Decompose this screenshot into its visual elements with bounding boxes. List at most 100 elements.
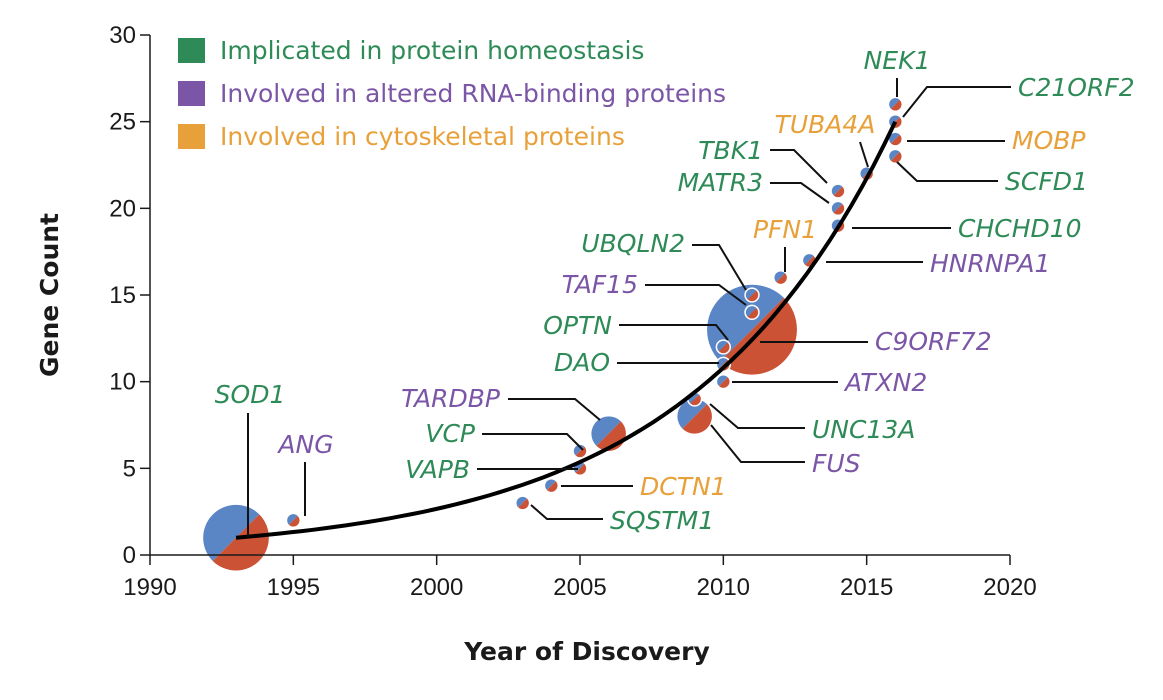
bubble-sqstm1	[514, 495, 531, 511]
leader-sqstm1	[530, 504, 603, 520]
legend: Implicated in protein homeostasis Involve…	[178, 36, 726, 151]
x-axis-title: Year of Discovery	[463, 637, 710, 666]
leader-tbk1	[770, 149, 828, 184]
legend-swatch-cytoskeletal	[178, 124, 205, 149]
bubble-blue-half	[888, 132, 901, 144]
bubble-red-half	[833, 186, 845, 198]
bubble-red-half	[517, 498, 530, 510]
bubble-outline	[715, 373, 732, 390]
x-tick-label: 2020	[983, 574, 1036, 601]
gene-label-chchd10: CHCHD10	[958, 214, 1082, 243]
gene-label-tbk1: TBK1	[698, 136, 763, 165]
bubble-outline	[830, 183, 846, 199]
gene-label-ang: ANG	[276, 430, 333, 459]
gene-label-unc13a: UNC13A	[812, 415, 915, 444]
leader-optn	[619, 324, 729, 341]
gene-label-taf15: TAF15	[562, 270, 638, 299]
y-tick-label: 5	[123, 455, 136, 482]
gene-label-pfn1: PFN1	[753, 215, 817, 244]
bubble-blue-half	[716, 357, 729, 370]
legend-label-rna_binding: Involved in altered RNA-binding proteins	[220, 79, 726, 108]
bubble-red-half	[890, 134, 903, 146]
bubble-sod1	[203, 504, 269, 571]
gene-label-tardbp: TARDBP	[401, 384, 501, 413]
bubble-outline	[830, 217, 846, 234]
y-tick-label: 15	[109, 282, 136, 309]
bubble-red-half	[833, 203, 845, 216]
y-tick-label: 10	[109, 369, 136, 396]
x-ticks: 1990 1995 2000 2005 2010 2015 2020	[123, 555, 1037, 601]
bubble-blue-half	[888, 97, 901, 110]
bubble-blue-half	[286, 513, 299, 526]
leader-vcp	[482, 433, 584, 451]
bubble-outline	[887, 96, 904, 113]
gene-label-scfd1: SCFD1	[1005, 167, 1088, 196]
legend-swatch-protein_homeostasis	[178, 38, 205, 63]
x-tick-label: 2010	[697, 574, 750, 601]
bubble-blue-half	[515, 496, 528, 508]
gene-label-tuba4a: TUBA4A	[775, 110, 876, 139]
bubble-red-half	[212, 514, 269, 571]
bubble-red-half	[575, 463, 587, 476]
bubble-red-half	[747, 290, 759, 302]
bubble-fus	[677, 399, 712, 434]
bubble-vcp	[572, 443, 588, 459]
bubble-blue-half	[773, 270, 786, 283]
gene-label-hnrnpa1: HNRNPA1	[930, 249, 1050, 278]
x-tick-label: 1990	[123, 574, 176, 601]
bubble-red-half	[546, 480, 559, 493]
legend-label-protein_homeostasis: Implicated in protein homeostasis	[220, 36, 644, 65]
leader-c21orf2	[902, 86, 1011, 118]
bubble-taf15	[744, 304, 760, 321]
bubble-blue-half	[802, 253, 815, 266]
y-tick-label: 30	[109, 22, 136, 49]
legend-swatch-rna_binding	[178, 81, 205, 106]
gene-label-matr3: MATR3	[678, 168, 763, 197]
gene-label-c9orf72: C9ORF72	[875, 327, 992, 356]
bubble-red-half	[689, 394, 702, 406]
y-ticks: 0 5 10 15 20 25 30	[109, 22, 150, 569]
leader-tardbp	[508, 398, 601, 421]
bubble-red-half	[682, 404, 712, 434]
gene-label-dctn1: DCTN1	[640, 472, 727, 501]
leader-tuba4a	[859, 141, 869, 168]
bubble-blue-half	[888, 149, 901, 162]
gene-label-optn: OPTN	[543, 311, 612, 340]
bubble-outline	[543, 477, 560, 494]
bubble-outline	[285, 512, 302, 529]
bubble-ang	[285, 512, 302, 529]
gene-label-sqstm1: SQSTM1	[610, 506, 714, 535]
gene-labels: SOD1 ANG SQSTM1 DCTN1 VAPB VCP TARDBP FUS UNC13A…	[215, 46, 1135, 535]
bubble-matr3	[830, 200, 846, 217]
bubble-blue-half	[544, 478, 557, 491]
bubble-blue-half	[203, 504, 260, 561]
bubble-outline	[715, 356, 732, 373]
gene-label-mobp: MOBP	[1012, 126, 1086, 155]
gene-label-vcp: VCP	[425, 419, 476, 448]
gene-label-ubqln2: UBQLN2	[581, 229, 685, 258]
leader-ubqln2	[692, 244, 747, 291]
bubble-blue-half	[859, 166, 872, 179]
bubble-outline	[572, 443, 588, 459]
bubble-outline	[772, 269, 789, 286]
bubble-blue-half	[573, 444, 585, 456]
bubble-nek1	[887, 96, 904, 113]
leader-matr3	[770, 182, 830, 204]
bubble-blue-half	[745, 288, 757, 300]
bubble-blue-half	[888, 114, 901, 127]
bubble-tardbp	[591, 416, 626, 451]
x-tick-label: 1995	[267, 574, 320, 601]
leader-lines	[247, 78, 1011, 537]
leader-unc13a	[709, 403, 805, 429]
bubble-outline	[830, 200, 846, 217]
bubble-outline	[887, 113, 904, 130]
bubble-blue-half	[716, 374, 729, 387]
leader-fus	[710, 424, 805, 463]
x-tick-label: 2005	[553, 574, 606, 601]
bubble-red-half	[288, 515, 301, 528]
gene-label-sod1: SOD1	[215, 380, 286, 409]
bubble-ubqln2	[744, 287, 760, 303]
bubble-tbk1	[830, 183, 846, 199]
y-tick-label: 25	[109, 109, 136, 136]
